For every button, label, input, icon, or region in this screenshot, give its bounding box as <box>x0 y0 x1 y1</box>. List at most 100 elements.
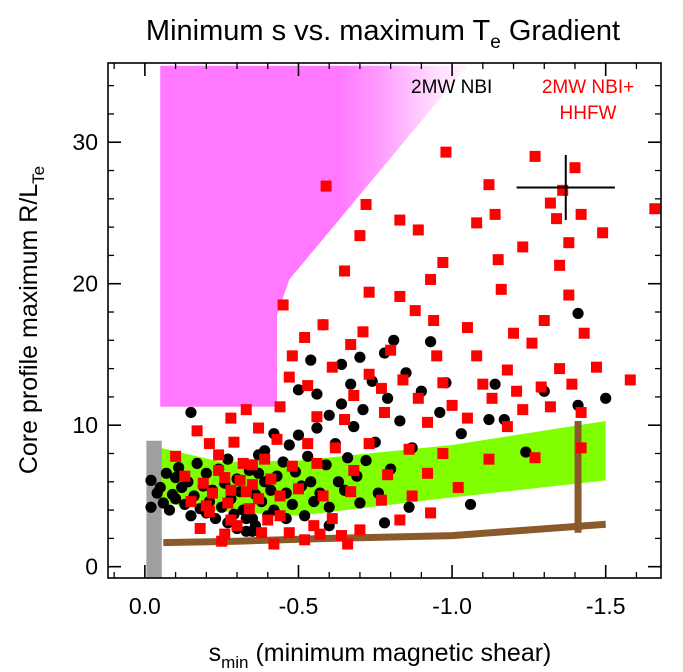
hhfw-point <box>274 510 286 522</box>
hhfw-point <box>363 438 375 450</box>
nbi-point <box>277 456 289 468</box>
hhfw-point <box>590 361 602 373</box>
hhfw-point <box>213 449 225 461</box>
hhfw-point <box>246 479 258 491</box>
nbi-point <box>292 384 305 396</box>
hhfw-point <box>206 487 218 499</box>
hhfw-point <box>431 350 443 362</box>
nbi-point <box>283 439 295 451</box>
nbi-point <box>464 498 477 511</box>
hhfw-point <box>326 361 338 373</box>
nbi-point <box>252 467 265 479</box>
hhfw-point <box>597 227 609 239</box>
nbi-point <box>323 409 335 421</box>
hhfw-point <box>354 524 366 536</box>
nbi-point <box>335 398 348 410</box>
hhfw-point <box>308 520 320 532</box>
nbi-point <box>259 445 271 457</box>
hhfw-point <box>425 273 437 285</box>
hhfw-point <box>554 363 566 375</box>
nbi-point <box>308 495 320 508</box>
hhfw-point <box>422 467 434 479</box>
hhfw-point <box>216 535 228 547</box>
hhfw-point <box>170 450 182 462</box>
hhfw-point <box>179 470 191 482</box>
hhfw-point <box>203 506 215 518</box>
hhfw-point <box>563 237 575 249</box>
nbi-point <box>145 501 157 513</box>
hhfw-point <box>345 339 357 351</box>
hhfw-point <box>302 380 314 392</box>
hhfw-point <box>243 503 255 515</box>
legend-hhfw-line2: HHFW <box>560 103 617 124</box>
nbi-point <box>360 454 372 467</box>
nbi-point <box>169 471 182 484</box>
hhfw-point <box>222 497 234 509</box>
nbi-point <box>357 404 369 416</box>
hhfw-point <box>409 305 421 317</box>
hhfw-point <box>317 490 329 502</box>
x-tick-label: 0.0 <box>129 593 161 619</box>
hhfw-point <box>185 496 197 508</box>
hhfw-point <box>286 350 298 362</box>
hhfw-point <box>348 389 360 401</box>
hhfw-point <box>231 520 243 532</box>
y-tick-label: 20 <box>72 271 98 297</box>
hhfw-point <box>213 464 225 476</box>
hhfw-point <box>554 259 566 271</box>
hhfw-point <box>234 474 246 486</box>
hhfw-point <box>394 290 406 302</box>
hhfw-point <box>274 401 286 413</box>
hhfw-point <box>437 447 449 459</box>
hhfw-point <box>394 214 406 226</box>
hhfw-point <box>563 289 575 301</box>
nbi-point <box>354 497 366 509</box>
nbi-point <box>222 453 234 465</box>
x-tick-label: -1.0 <box>432 593 472 619</box>
hhfw-point <box>382 469 394 481</box>
hhfw-point <box>624 374 636 386</box>
nbi-point <box>455 428 467 440</box>
data-points <box>145 146 661 550</box>
nbi-point <box>332 476 345 488</box>
hhfw-point <box>240 404 252 416</box>
nbi-point <box>163 504 176 516</box>
hhfw-point <box>412 224 424 236</box>
hhfw-point <box>339 414 351 426</box>
nbi-point <box>311 422 323 434</box>
hhfw-point <box>461 412 473 424</box>
hhfw-point <box>544 401 556 413</box>
hhfw-point <box>357 326 369 338</box>
hhfw-point <box>200 500 212 512</box>
hhfw-point <box>320 180 332 192</box>
hhfw-point <box>237 457 249 469</box>
hhfw-point <box>360 198 372 210</box>
hhfw-point <box>240 486 252 498</box>
nbi-point <box>378 517 391 529</box>
nbi-point <box>572 307 584 320</box>
hhfw-point <box>538 315 550 326</box>
nbi-point <box>335 358 348 370</box>
nbi-point <box>200 467 212 479</box>
hhfw-point <box>335 530 347 542</box>
hhfw-point <box>557 184 569 196</box>
legend-nbi: 2MW NBI <box>411 77 492 98</box>
hhfw-point <box>529 150 541 162</box>
hhfw-point <box>566 378 578 390</box>
hhfw-point <box>271 433 283 445</box>
nbi-point <box>323 501 335 513</box>
hhfw-point <box>197 477 209 489</box>
hhfw-point <box>422 416 434 428</box>
hhfw-point <box>483 453 495 465</box>
legend-hhfw-line1: 2MW NBI+ <box>542 77 634 98</box>
hhfw-point <box>544 197 556 209</box>
y-tick-label: 0 <box>85 554 98 580</box>
hhfw-point <box>437 377 449 389</box>
hhfw-point <box>268 538 280 550</box>
nbi-point <box>286 498 298 511</box>
hhfw-point <box>345 486 357 498</box>
x-tick-label: -1.5 <box>586 593 626 619</box>
hhfw-point <box>342 538 354 550</box>
hhfw-point <box>329 442 341 454</box>
